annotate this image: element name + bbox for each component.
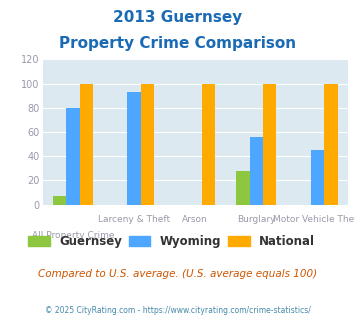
Legend: Guernsey, Wyoming, National: Guernsey, Wyoming, National bbox=[24, 230, 320, 253]
Text: © 2025 CityRating.com - https://www.cityrating.com/crime-statistics/: © 2025 CityRating.com - https://www.city… bbox=[45, 306, 310, 315]
Bar bbox=[127, 92, 141, 205]
Text: 2013 Guernsey: 2013 Guernsey bbox=[113, 10, 242, 25]
Bar bbox=[202, 83, 215, 205]
Text: Compared to U.S. average. (U.S. average equals 100): Compared to U.S. average. (U.S. average … bbox=[38, 269, 317, 279]
Bar bbox=[311, 150, 324, 205]
Text: Arson: Arson bbox=[182, 214, 208, 223]
Bar bbox=[263, 83, 277, 205]
Bar bbox=[236, 171, 250, 205]
Text: Motor Vehicle Theft: Motor Vehicle Theft bbox=[273, 214, 355, 223]
Bar bbox=[80, 83, 93, 205]
Bar bbox=[66, 108, 80, 205]
Bar bbox=[141, 83, 154, 205]
Bar bbox=[250, 137, 263, 205]
Text: Property Crime Comparison: Property Crime Comparison bbox=[59, 36, 296, 51]
Text: Burglary: Burglary bbox=[237, 214, 275, 223]
Bar bbox=[324, 83, 338, 205]
Bar bbox=[53, 196, 66, 205]
Text: All Property Crime: All Property Crime bbox=[32, 231, 114, 240]
Text: Larceny & Theft: Larceny & Theft bbox=[98, 214, 170, 223]
